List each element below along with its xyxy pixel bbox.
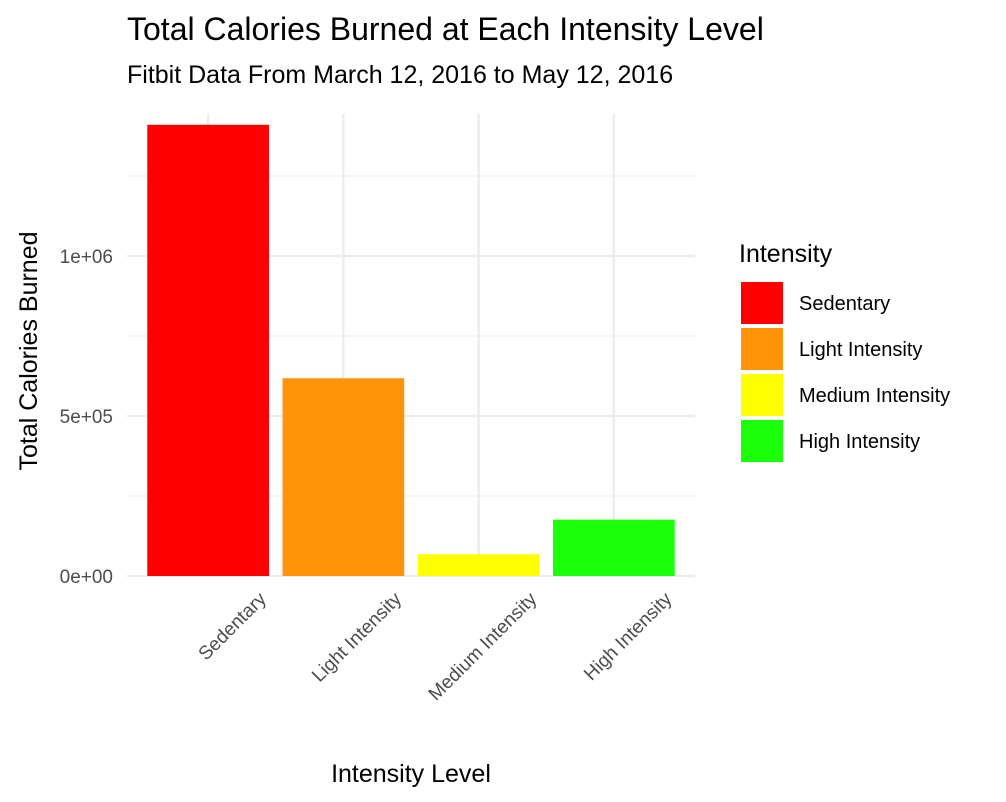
x-axis-title: Intensity Level xyxy=(331,760,491,788)
chart-subtitle: Fitbit Data From March 12, 2016 to May 1… xyxy=(127,61,673,89)
legend-label-light-intensity: Light Intensity xyxy=(799,339,922,361)
bar-sedentary xyxy=(147,124,269,577)
bar-light-intensity xyxy=(282,378,405,576)
bar-medium-intensity xyxy=(417,554,540,576)
x-tick-label-sedentary: Sedentary xyxy=(195,588,271,664)
legend-items: Sedentary Light Intensity Medium Intensity… xyxy=(741,282,950,462)
legend: Intensity Sedentary Light Intensity Medium… xyxy=(739,240,950,462)
chart-title: Total Calories Burned at Each Intensity … xyxy=(127,11,764,47)
y-axis-title: Total Calories Burned xyxy=(15,231,43,470)
x-tick-label-high-intensity: High Intensity xyxy=(580,588,677,685)
y-axis-ticks: 0e+00 5e+05 1e+06 xyxy=(60,247,113,588)
y-tick-label: 0e+00 xyxy=(60,567,113,588)
x-tick-label-light-intensity: Light Intensity xyxy=(308,588,406,686)
y-tick-label: 5e+05 xyxy=(60,407,113,428)
legend-swatch-high-intensity xyxy=(741,420,783,462)
legend-label-sedentary: Sedentary xyxy=(799,293,890,315)
legend-swatch-light-intensity xyxy=(741,328,783,370)
x-tick-label-medium-intensity: Medium Intensity xyxy=(425,588,542,705)
x-axis-ticks: Sedentary Light Intensity Medium Intensity… xyxy=(195,588,677,705)
legend-swatch-medium-intensity xyxy=(741,374,783,416)
legend-label-high-intensity: High Intensity xyxy=(799,431,920,453)
bars xyxy=(147,124,675,577)
bar-high-intensity xyxy=(553,519,675,576)
y-tick-label: 1e+06 xyxy=(60,247,113,268)
legend-label-medium-intensity: Medium Intensity xyxy=(799,385,950,407)
legend-swatch-sedentary xyxy=(741,282,783,324)
legend-title: Intensity xyxy=(739,240,833,268)
